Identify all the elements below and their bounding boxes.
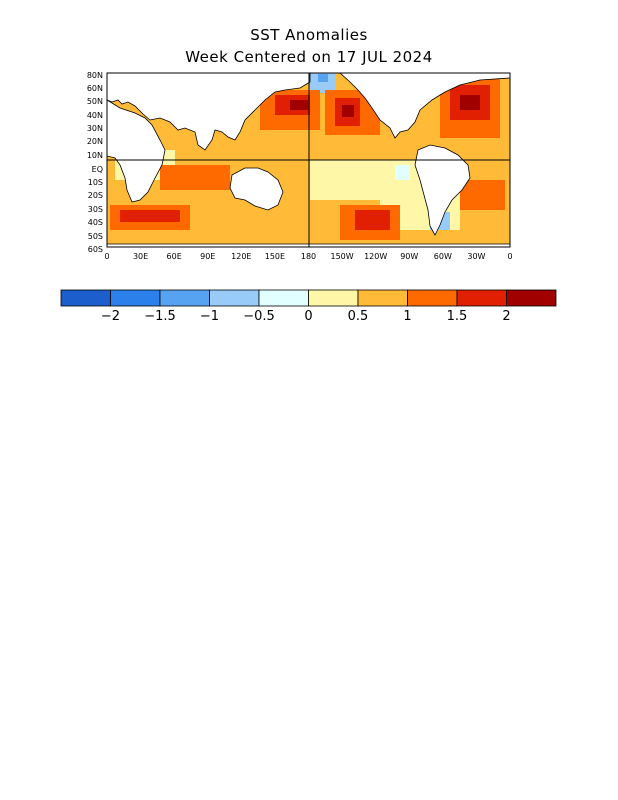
colorbar-swatch	[258, 289, 309, 307]
land-south-america	[414, 144, 471, 236]
latitude-label: 60N	[87, 84, 103, 93]
ocean-very-hot-region	[342, 105, 354, 117]
longitude-label: 0	[104, 252, 109, 261]
ocean-very-hot-region	[460, 95, 480, 110]
latitude-label: 40S	[88, 218, 103, 227]
longitude-label: 150E	[265, 252, 285, 261]
longitude-label: 90E	[200, 252, 215, 261]
latitude-labels: 80N 60N 50N 40N 30N 20N 10N EQ 10S 20S 30S 40S 50S 60…	[87, 71, 103, 254]
latitude-label: 60S	[88, 245, 103, 254]
latitude-label: 20N	[87, 137, 103, 146]
longitude-label: 30W	[467, 252, 485, 261]
colorbar-swatch	[506, 289, 557, 307]
map-plot-area	[107, 73, 510, 247]
ocean-cold-region	[318, 74, 328, 82]
map-frame	[106, 72, 511, 248]
colorbar-tick-label: 2	[502, 309, 510, 324]
colorbar-swatch	[209, 289, 260, 307]
ocean-cool-region	[395, 165, 410, 180]
colorbar-tick-label: 0	[304, 309, 312, 324]
latitude-label: 50N	[87, 97, 103, 106]
latitude-label: 40N	[87, 111, 103, 120]
colorbar-tick-label: 1.5	[447, 309, 468, 324]
longitude-label: 60W	[434, 252, 452, 261]
ocean-cool-region	[310, 73, 335, 93]
latitude-label: EQ	[92, 165, 103, 174]
latitude-label: 80N	[87, 71, 103, 80]
colorbar-swatch	[456, 289, 507, 307]
latitude-label: 20S	[88, 191, 103, 200]
colorbar	[60, 289, 557, 307]
land-masses	[107, 73, 510, 247]
longitude-label: 0	[507, 252, 512, 261]
ocean-hot-region	[355, 210, 390, 230]
longitude-label: 60E	[167, 252, 182, 261]
colorbar-tick-label: −1.5	[144, 309, 176, 324]
land-australia	[229, 167, 284, 211]
latitude-label: 30N	[87, 124, 103, 133]
longitude-labels: 0 30E 60E 90E 120E 150E 180 150W 120W 90W 60W 30W 0	[104, 252, 512, 261]
longitude-label: 90W	[400, 252, 418, 261]
land-africa	[107, 99, 166, 203]
colorbar-swatch	[159, 289, 210, 307]
ocean-warm-region	[460, 180, 505, 210]
longitude-label: 120W	[364, 252, 387, 261]
colorbar-swatch	[407, 289, 458, 307]
colorbar-tick-label: 1	[403, 309, 411, 324]
colorbar-swatch	[60, 289, 111, 307]
ocean-very-hot-region	[290, 100, 308, 110]
longitude-label: 30E	[133, 252, 148, 261]
colorbar-tick-label: −2	[101, 309, 120, 324]
longitude-label: 180	[301, 252, 316, 261]
latitude-label: 10N	[87, 151, 103, 160]
ocean-hot-region	[120, 210, 180, 222]
longitude-label: 120E	[231, 252, 251, 261]
ocean-warm-region	[160, 165, 230, 190]
colorbar-tick-labels: −2 −1.5 −1 −0.5 0 0.5 1 1.5 2	[101, 309, 511, 324]
latitude-label: 50S	[88, 232, 103, 241]
map-title: SST Anomalies	[250, 26, 368, 44]
colorbar-tick-label: −1	[200, 309, 219, 324]
colorbar-tick-label: 0.5	[348, 309, 369, 324]
colorbar-swatch	[357, 289, 408, 307]
latitude-label: 30S	[88, 205, 103, 214]
longitude-label: 150W	[330, 252, 353, 261]
land-north-america	[339, 73, 510, 139]
colorbar-swatch	[308, 289, 359, 307]
colorbar-swatch	[110, 289, 161, 307]
land-eurasia	[107, 73, 311, 151]
colorbar-tick-label: −0.5	[243, 309, 275, 324]
map-subtitle: Week Centered on 17 JUL 2024	[185, 48, 433, 66]
latitude-label: 10S	[88, 178, 103, 187]
